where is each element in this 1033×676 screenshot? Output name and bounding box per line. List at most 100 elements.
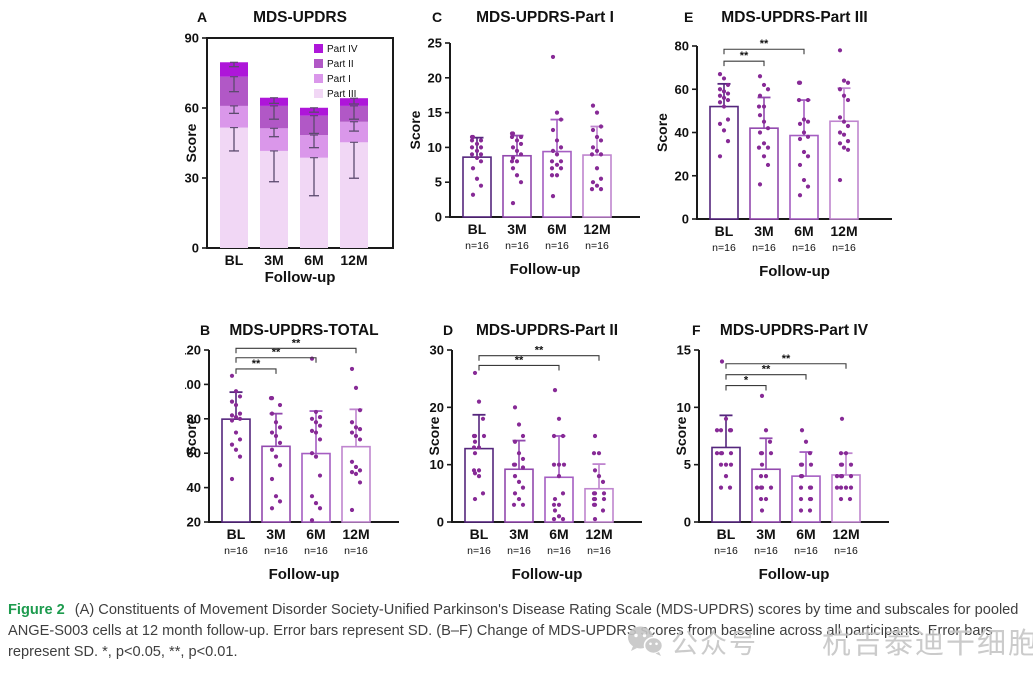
svg-text:12M: 12M <box>585 526 612 542</box>
svg-text:3M: 3M <box>754 223 773 239</box>
sig-brackets: ** ** <box>723 38 805 67</box>
svg-text:10: 10 <box>430 457 444 472</box>
svg-text:n=16: n=16 <box>714 545 738 557</box>
svg-text:n=16: n=16 <box>832 242 856 254</box>
svg-text:30: 30 <box>185 171 199 186</box>
bars <box>711 414 861 523</box>
panel-F: F MDS-UPDRS-Part IV Score 0 5 10 15 * ** ** BL n=16… <box>673 318 930 623</box>
svg-text:Score: Score <box>185 123 199 162</box>
svg-text:Follow-up: Follow-up <box>759 263 830 280</box>
svg-text:Follow-up: Follow-up <box>512 566 583 583</box>
svg-text:BL: BL <box>470 526 489 542</box>
svg-text:12M: 12M <box>583 221 610 237</box>
svg-text:n=16: n=16 <box>465 240 489 252</box>
svg-text:12M: 12M <box>832 526 859 542</box>
chart-part-1: C MDS-UPDRS-Part I Score 0 5 10 15 20 25 BL n=16 3M… <box>407 9 640 278</box>
svg-text:40: 40 <box>187 480 201 495</box>
bars <box>220 61 368 248</box>
svg-text:10: 10 <box>428 140 442 155</box>
svg-text:Score: Score <box>654 113 670 152</box>
svg-text:n=16: n=16 <box>224 545 248 557</box>
bars <box>464 413 614 523</box>
svg-text:30: 30 <box>430 343 444 358</box>
legend: Part IV Part II Part I Part III <box>314 44 358 100</box>
panel-E: E MDS-UPDRS-Part III Score 0 20 40 60 80 ** ** BL n… <box>650 5 910 322</box>
svg-text:6M: 6M <box>794 223 813 239</box>
svg-text:120: 120 <box>185 343 201 358</box>
svg-text:E: E <box>684 9 693 25</box>
svg-text:20: 20 <box>675 168 689 183</box>
svg-text:90: 90 <box>185 31 199 46</box>
svg-text:60: 60 <box>675 82 689 97</box>
svg-text:0: 0 <box>684 515 691 530</box>
svg-text:3M: 3M <box>264 252 283 268</box>
axes: E MDS-UPDRS-Part III Score 0 20 40 60 80 <box>654 9 892 227</box>
axes: D MDS-UPDRS-Part II Score 0 10 20 30 <box>426 322 642 530</box>
svg-text:n=16: n=16 <box>585 240 609 252</box>
svg-text:**: ** <box>782 353 791 365</box>
svg-text:MDS-UPDRS-Part II: MDS-UPDRS-Part II <box>476 322 618 339</box>
svg-text:MDS-UPDRS-Part III: MDS-UPDRS-Part III <box>721 9 867 26</box>
svg-text:5: 5 <box>684 457 691 472</box>
svg-text:n=16: n=16 <box>754 545 778 557</box>
svg-text:12M: 12M <box>340 252 367 268</box>
sig-brackets: ** ** <box>478 345 600 371</box>
svg-text:n=16: n=16 <box>344 545 368 557</box>
svg-text:6M: 6M <box>304 252 323 268</box>
svg-text:6M: 6M <box>549 526 568 542</box>
svg-text:3M: 3M <box>266 526 285 542</box>
axes: C MDS-UPDRS-Part I Score 0 5 10 15 20 25 <box>407 9 640 225</box>
svg-text:Follow-up: Follow-up <box>510 261 581 278</box>
panel-C: C MDS-UPDRS-Part I Score 0 5 10 15 20 25 BL n=16 3M… <box>405 5 645 322</box>
chart-total: BMDS-UPDRS-TOTALScore20406080100120*****… <box>179 322 399 583</box>
svg-text:B: B <box>200 322 210 338</box>
svg-text:5: 5 <box>435 175 442 190</box>
svg-text:**: ** <box>740 50 749 62</box>
scatter-points <box>471 370 607 522</box>
sig-brackets: ***** <box>725 353 847 391</box>
figure-caption-text: (A) Constituents of Movement Disorder So… <box>8 602 1019 660</box>
svg-text:n=16: n=16 <box>794 545 818 557</box>
svg-text:**: ** <box>292 337 301 349</box>
svg-text:F: F <box>692 322 701 338</box>
svg-text:Part II: Part II <box>327 59 354 70</box>
svg-text:n=16: n=16 <box>587 545 611 557</box>
svg-text:6M: 6M <box>547 221 566 237</box>
svg-text:20: 20 <box>428 70 442 85</box>
svg-text:n=16: n=16 <box>752 242 776 254</box>
sig-brackets: ** ** ** <box>235 337 357 374</box>
svg-text:n=16: n=16 <box>545 240 569 252</box>
svg-text:Part III: Part III <box>327 89 356 100</box>
svg-text:12M: 12M <box>830 223 857 239</box>
svg-text:**: ** <box>762 364 771 376</box>
bars <box>462 118 612 218</box>
svg-text:Score: Score <box>675 416 689 455</box>
svg-text:n=16: n=16 <box>834 545 858 557</box>
svg-text:n=16: n=16 <box>507 545 531 557</box>
axes: F MDS-UPDRS-Part IV Score 0 5 10 15 <box>673 322 889 530</box>
svg-text:**: ** <box>252 358 261 370</box>
svg-text:100: 100 <box>185 377 201 392</box>
svg-text:MDS-UPDRS-Part IV: MDS-UPDRS-Part IV <box>720 322 869 339</box>
svg-text:3M: 3M <box>756 526 775 542</box>
bars <box>221 391 371 523</box>
svg-text:n=16: n=16 <box>264 545 288 557</box>
svg-text:n=16: n=16 <box>505 240 529 252</box>
svg-text:C: C <box>432 9 442 25</box>
svg-text:n=16: n=16 <box>712 242 736 254</box>
chart-part-4: F MDS-UPDRS-Part IVScore051015*****BLn=16… <box>673 322 889 583</box>
svg-text:60: 60 <box>187 446 201 461</box>
svg-text:0: 0 <box>437 515 444 530</box>
svg-text:**: ** <box>760 38 769 50</box>
svg-text:80: 80 <box>675 39 689 54</box>
scatter-points <box>717 48 851 198</box>
svg-text:**: ** <box>535 345 544 357</box>
svg-text:**: ** <box>272 347 281 359</box>
chart-part-2: D MDS-UPDRS-Part II Score 0 10 20 30 ** ** BL n=16… <box>426 322 642 583</box>
svg-text:Score: Score <box>407 110 423 149</box>
